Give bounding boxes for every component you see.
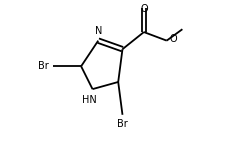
Text: O: O [170,34,177,44]
Text: Br: Br [117,119,128,129]
Text: HN: HN [82,95,97,105]
Text: N: N [94,26,102,36]
Text: O: O [140,4,148,14]
Text: Br: Br [38,61,48,71]
